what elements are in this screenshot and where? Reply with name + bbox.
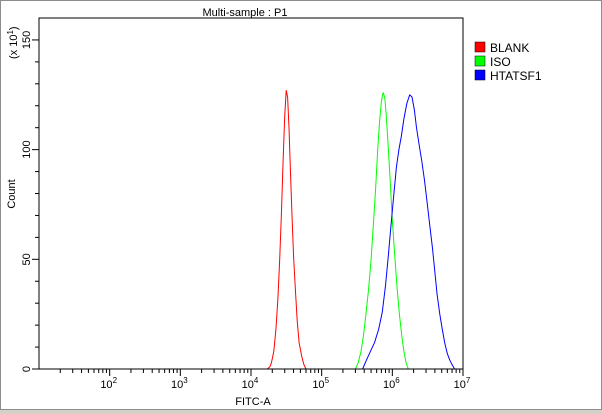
y-axis-label: Count <box>6 179 18 208</box>
y-multiplier-close: ) <box>8 26 20 30</box>
x-tick-base: 10 <box>312 379 324 391</box>
x-tick-label: 105 <box>312 376 329 391</box>
x-tick-exponent: 6 <box>395 376 400 385</box>
x-tick-base: 10 <box>383 379 395 391</box>
x-tick-label: 102 <box>100 376 117 391</box>
series-lines <box>266 89 456 370</box>
x-tick-base: 10 <box>171 379 183 391</box>
legend-label: BLANK <box>490 41 529 55</box>
series-line-iso <box>354 92 409 370</box>
legend-swatch <box>474 55 486 67</box>
y-multiplier-exponent: 1 <box>6 30 15 35</box>
series-line-blank <box>266 89 307 370</box>
y-tick-label: 0 <box>21 366 33 372</box>
plot-area-border <box>38 17 464 370</box>
y-multiplier-base: (x 10 <box>8 35 20 59</box>
x-axis-label: FITC-A <box>235 396 271 408</box>
series-line-htatsf1 <box>362 94 456 370</box>
x-tick-label: 106 <box>383 376 400 391</box>
y-axis-multiplier: (x 101) <box>6 26 20 59</box>
x-tick-base: 10 <box>100 379 112 391</box>
x-tick-label: 103 <box>171 376 188 391</box>
legend-label: HTATSF1 <box>490 69 542 83</box>
x-tick-label: 107 <box>454 376 471 391</box>
x-tick-exponent: 2 <box>113 376 118 385</box>
y-tick-label: 150 <box>21 31 33 49</box>
chart-title: Multi-sample : P1 <box>203 7 288 19</box>
x-tick-exponent: 7 <box>466 376 471 385</box>
legend-label: ISO <box>490 55 511 69</box>
y-tick-label: 100 <box>21 140 33 158</box>
legend-swatch <box>474 69 486 81</box>
legend-swatch <box>474 41 486 53</box>
x-tick-exponent: 4 <box>254 376 259 385</box>
tick-marks <box>32 39 464 376</box>
x-tick-base: 10 <box>454 379 466 391</box>
x-tick-exponent: 5 <box>325 376 330 385</box>
x-tick-label: 104 <box>242 376 259 391</box>
y-tick-label: 50 <box>21 253 33 265</box>
x-tick-base: 10 <box>242 379 254 391</box>
svg-text:(x 101): (x 101) <box>6 26 20 59</box>
x-tick-exponent: 3 <box>183 376 188 385</box>
